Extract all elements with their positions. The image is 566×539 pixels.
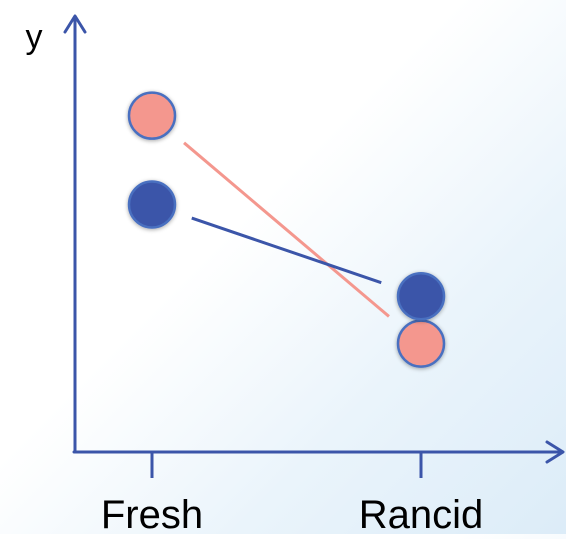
- data-point-series-1-rancid: [396, 271, 446, 321]
- data-point-series-0-rancid: [396, 319, 446, 368]
- y-axis-arrowhead: [63, 14, 87, 34]
- axes: [63, 14, 565, 478]
- x-tick-label-fresh: Fresh: [101, 493, 203, 534]
- x-axis-arrowhead: [545, 440, 565, 464]
- x-tick-label-rancid: Rancid: [359, 493, 484, 534]
- series-line-1: [191, 216, 382, 285]
- data-point-series-0-fresh: [127, 91, 177, 140]
- y-axis-label: y: [26, 18, 43, 56]
- data-point-series-1-fresh: [127, 180, 177, 229]
- series-line-0: [183, 141, 390, 318]
